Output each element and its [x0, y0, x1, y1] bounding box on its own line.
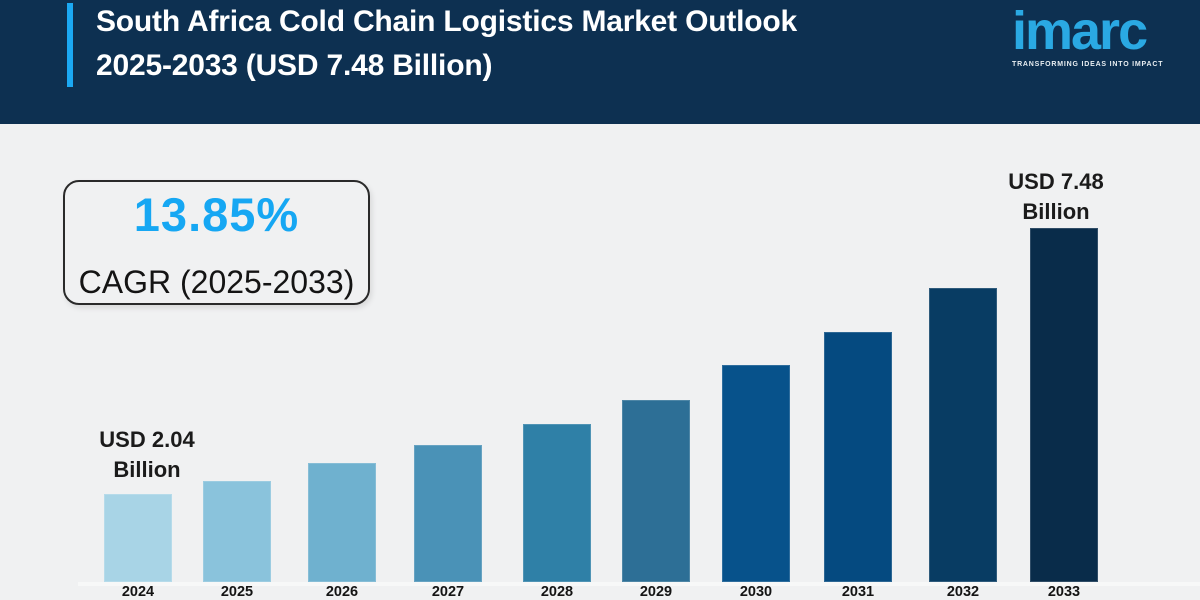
imarc-logo-tagline: TRANSFORMING IDEAS INTO IMPACT: [1012, 61, 1164, 68]
cagr-box: 13.85% CAGR (2025-2033): [63, 180, 370, 305]
chart-title-line2: 2025-2033 (USD 7.48 Billion): [96, 49, 493, 82]
x-axis-label-2027: 2027: [431, 584, 465, 600]
x-axis-line: [78, 582, 1200, 586]
chart-title-line1: South Africa Cold Chain Logistics Market…: [96, 5, 798, 38]
x-axis-label-2028: 2028: [540, 584, 574, 600]
bar-2029: [622, 400, 690, 582]
x-axis-label-2031: 2031: [841, 584, 875, 600]
title-accent-bar: [67, 3, 73, 87]
first-bar-value-line2: Billion: [113, 457, 181, 482]
header-banner: South Africa Cold Chain Logistics Market…: [0, 0, 1200, 124]
last-bar-value-line1: USD 7.48: [1008, 169, 1104, 194]
bar-2030: [722, 365, 790, 582]
bar-2024: [104, 494, 172, 582]
x-axis-label-2025: 2025: [220, 584, 254, 600]
first-bar-value-label: USD 2.04 Billion: [67, 425, 227, 485]
bar-2025: [203, 481, 271, 582]
x-axis-label-2029: 2029: [639, 584, 673, 600]
last-bar-value-line2: Billion: [1022, 199, 1090, 224]
x-axis-label-2030: 2030: [739, 584, 773, 600]
imarc-logo-wordmark: imarc: [1012, 1, 1148, 61]
bar-2033: [1030, 228, 1098, 582]
cagr-value: 13.85%: [133, 188, 300, 241]
x-axis-label-2026: 2026: [325, 584, 359, 600]
x-axis-label-2033: 2033: [1047, 584, 1081, 600]
bar-2026: [308, 463, 376, 582]
x-axis-label-2032: 2032: [946, 584, 980, 600]
chart-title: South Africa Cold Chain Logistics Market…: [96, 0, 797, 88]
bar-2027: [414, 445, 482, 582]
first-bar-value-line1: USD 2.04: [99, 427, 195, 452]
cagr-label: CAGR (2025-2033): [78, 264, 355, 300]
bar-2032: [929, 288, 997, 582]
x-axis-label-2024: 2024: [121, 584, 155, 600]
last-bar-value-label: USD 7.48 Billion: [976, 167, 1136, 227]
bar-2031: [824, 332, 892, 582]
bar-2028: [523, 424, 591, 582]
imarc-logo: imarc TRANSFORMING IDEAS INTO IMPACT: [1012, 4, 1163, 68]
